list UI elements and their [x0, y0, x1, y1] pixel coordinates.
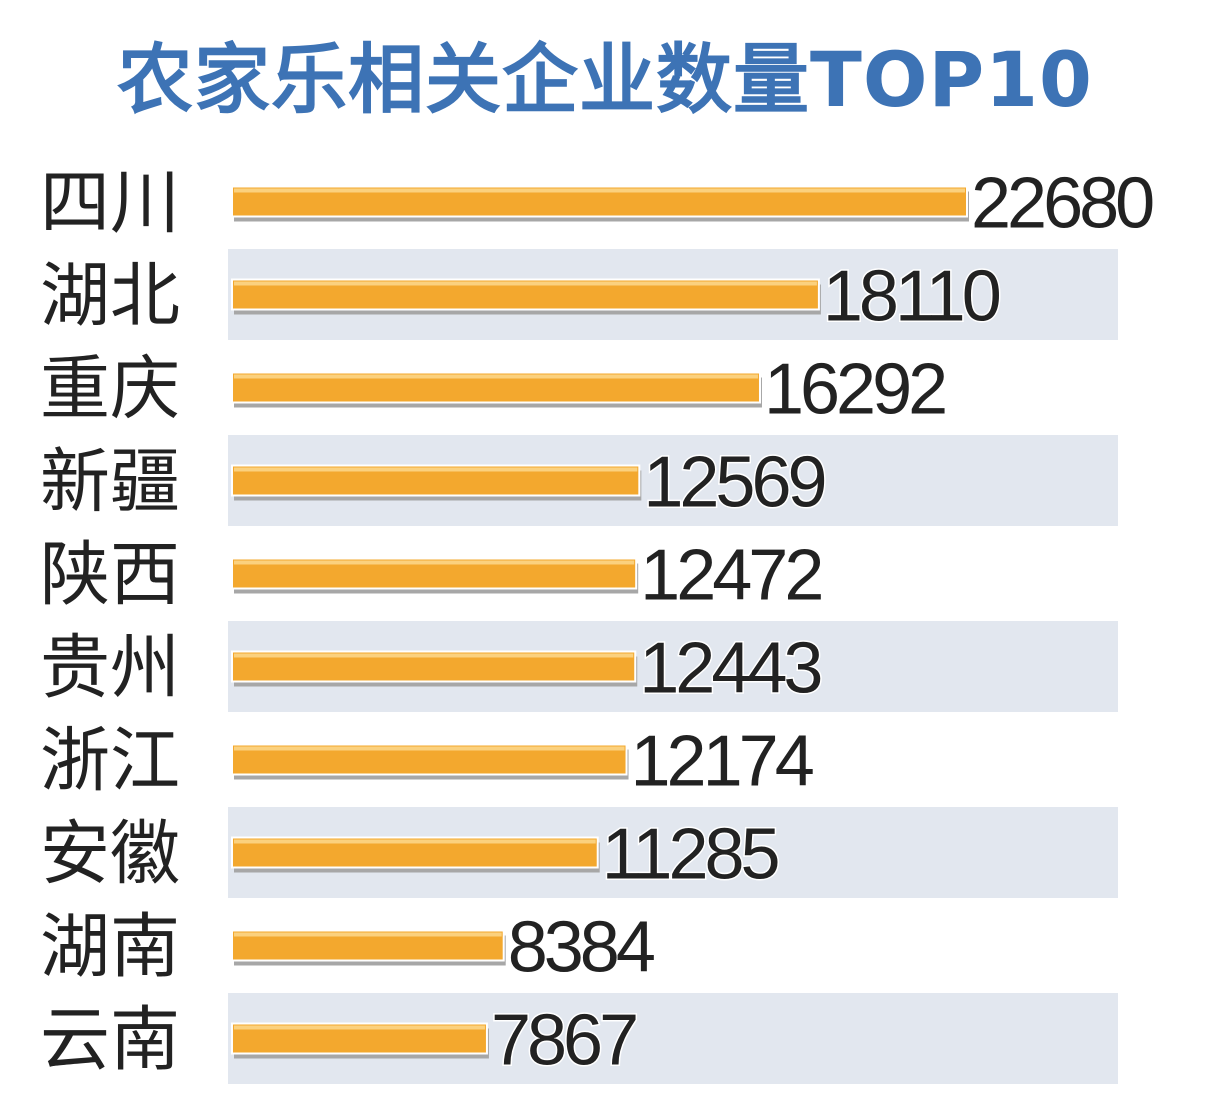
- bar-highlight: [234, 1025, 485, 1030]
- category-label: 安徽: [40, 813, 180, 895]
- category-label: 湖北: [40, 255, 180, 337]
- category-label: 四川: [40, 162, 180, 244]
- category-label: 贵州: [40, 627, 180, 709]
- value-label: 11285: [602, 815, 779, 895]
- bar-highlight: [234, 932, 502, 937]
- bar-highlight: [234, 653, 634, 658]
- category-label: 浙江: [40, 720, 180, 802]
- category-label: 新疆: [40, 441, 180, 523]
- category-label: 云南: [40, 999, 180, 1081]
- category-label: 重庆: [40, 348, 180, 430]
- value-label: 12472: [640, 536, 821, 616]
- value-labels: 22680 18110 16292 12569 12472 12443 12174 11285…: [489, 162, 1158, 1082]
- bar-highlight: [234, 746, 625, 751]
- category-label: 湖南: [40, 906, 180, 988]
- chart-title: 农家乐相关企业数量TOP10: [117, 35, 1093, 124]
- bar-highlight: [234, 839, 596, 844]
- value-label: 8384: [508, 908, 654, 988]
- bar-highlight: [234, 281, 817, 286]
- value-label: 12569: [643, 443, 824, 523]
- bar-highlight: [234, 188, 965, 193]
- category-label: 陕西: [40, 534, 180, 616]
- bar-highlight: [234, 560, 635, 565]
- value-label: 12174: [631, 722, 813, 802]
- bar-highlight: [234, 467, 638, 472]
- value-label: 12443: [639, 629, 820, 709]
- value-label: 7867: [491, 1001, 636, 1081]
- bar-highlight: [234, 374, 758, 379]
- value-label: 22680: [971, 164, 1153, 244]
- value-label: 16292: [764, 350, 945, 430]
- bars: [231, 185, 969, 1059]
- value-label: 18110: [823, 257, 1000, 337]
